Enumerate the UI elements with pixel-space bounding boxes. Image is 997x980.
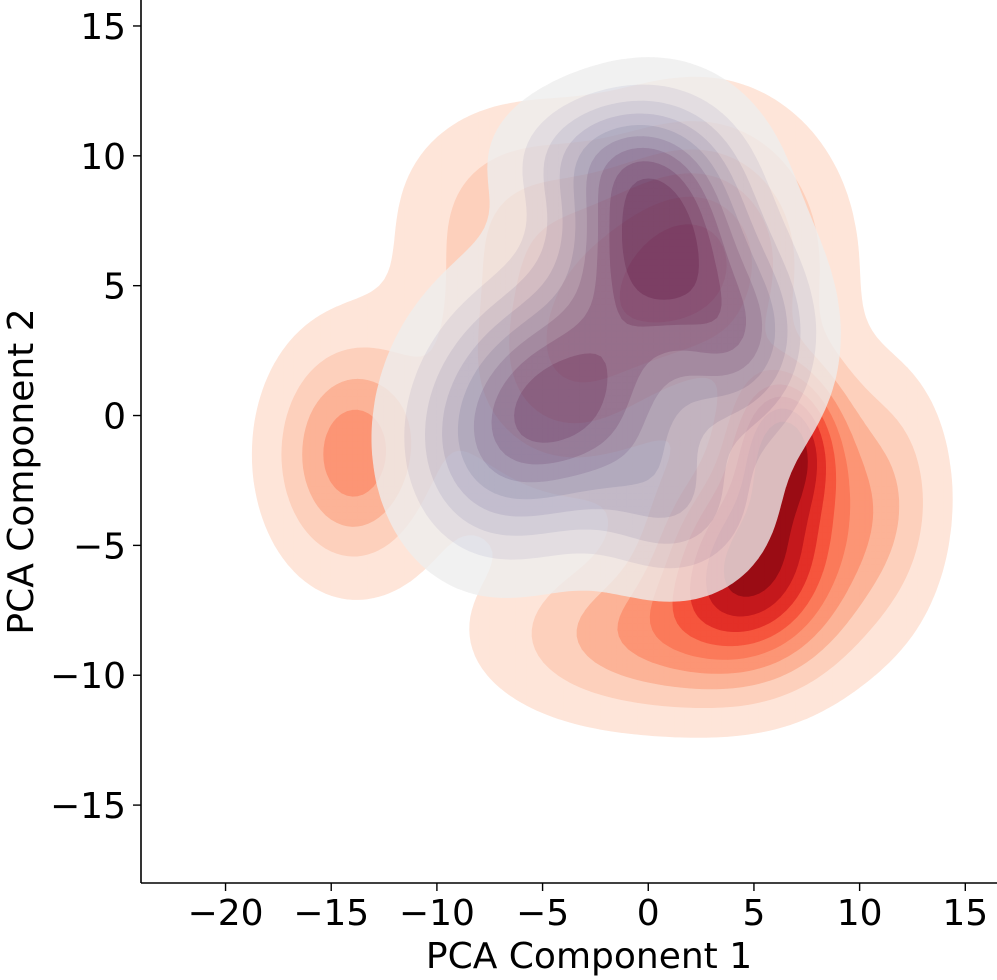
- x-tick-label: 5: [742, 893, 765, 934]
- y-tick-label: −15: [50, 786, 126, 827]
- x-tick-label: −15: [293, 893, 369, 934]
- density-contours: [251, 57, 953, 738]
- x-axis-ticks: −20 −15 −10 −5 0 5 10 15: [188, 883, 988, 934]
- axes: [140, 0, 997, 884]
- kde-series-1: [371, 57, 841, 602]
- x-tick-label: −20: [188, 893, 264, 934]
- y-tick-label: 15: [80, 7, 126, 48]
- x-tick-label: 15: [942, 893, 988, 934]
- y-axis-label: PCA Component 2: [1, 308, 42, 634]
- x-tick-label: 10: [837, 893, 883, 934]
- y-tick-label: 10: [80, 137, 126, 178]
- x-tick-label: −10: [399, 893, 475, 934]
- y-axis-ticks: −15 −10 −5 0 5 10 15: [50, 7, 141, 827]
- x-axis-label: PCA Component 1: [426, 936, 752, 977]
- x-tick-label: 0: [637, 893, 660, 934]
- y-tick-label: −10: [50, 656, 126, 697]
- x-tick-label: −5: [516, 893, 569, 934]
- y-tick-label: −5: [73, 526, 126, 567]
- y-tick-label: 0: [103, 397, 126, 438]
- y-tick-label: 5: [103, 267, 126, 308]
- kde-level-1-8: [621, 178, 699, 300]
